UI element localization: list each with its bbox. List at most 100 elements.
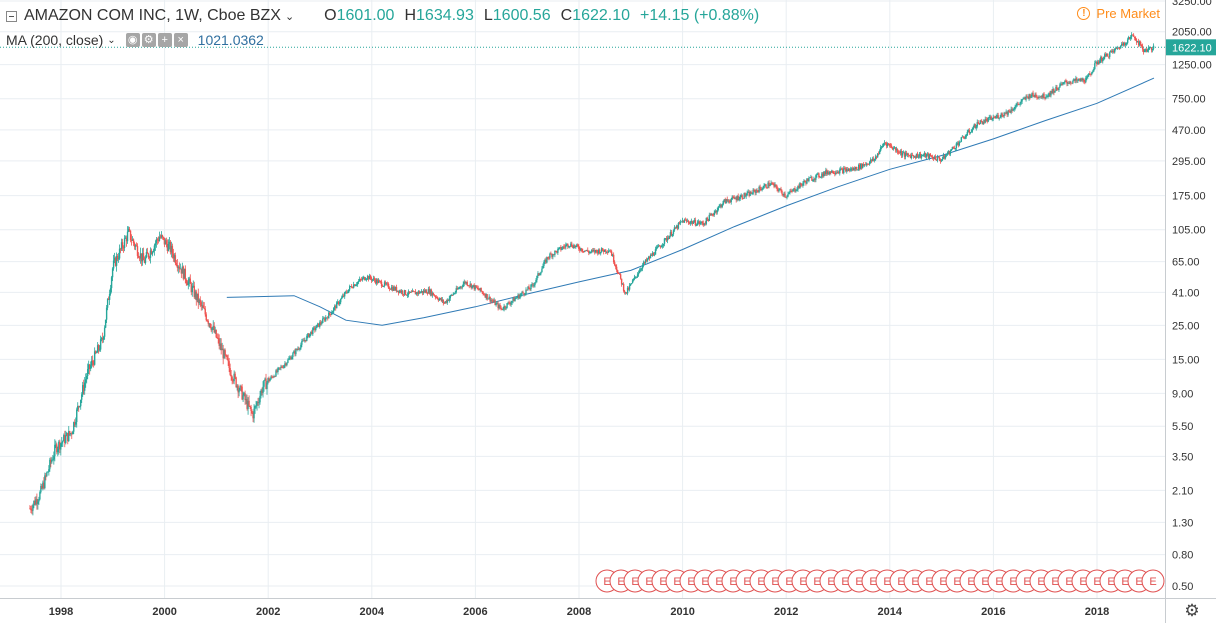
candle-body (946, 153, 949, 155)
candle-body (944, 155, 947, 159)
candle-body (502, 309, 504, 311)
candle-body (526, 289, 528, 291)
candle-body (42, 482, 44, 489)
candle-body (692, 222, 695, 224)
candle-body (888, 144, 891, 146)
premarket-status[interactable]: ! Pre Market (1077, 6, 1160, 21)
candle-body (370, 278, 373, 281)
collapse-icon[interactable] (6, 10, 17, 22)
candle-body (362, 276, 365, 278)
close-icon[interactable]: × (173, 33, 188, 47)
gear-icon[interactable]: ⚙ (1184, 601, 1200, 620)
candle-body (444, 301, 447, 303)
candle-body (495, 303, 497, 306)
symbol-title[interactable]: AMAZON COM INC, 1W, Cboe BZX (24, 7, 281, 24)
candle-body (908, 155, 911, 157)
candle-body (1073, 78, 1075, 81)
candle-body (712, 214, 714, 216)
candle-body (782, 193, 784, 196)
candle-body (838, 171, 840, 174)
candle-body (665, 238, 668, 241)
candle-body (435, 297, 438, 298)
candle-body (638, 270, 641, 274)
candle-body (633, 276, 636, 279)
candle-body (1111, 51, 1113, 52)
candle-body (335, 305, 337, 309)
candle-body (965, 135, 968, 137)
candle-body (933, 156, 936, 160)
candle-body (240, 385, 242, 387)
candle-body (872, 158, 875, 161)
candle-body (516, 297, 518, 299)
candle-body (264, 378, 266, 381)
candle-body (1142, 49, 1145, 53)
candle-body (874, 156, 877, 159)
candle-body (327, 317, 329, 319)
candle-body (774, 184, 776, 187)
candle-body (878, 150, 881, 155)
candle-body (573, 245, 575, 248)
candle-body (364, 279, 367, 281)
candle-body (75, 422, 77, 425)
candle-body (66, 432, 68, 436)
eye-icon[interactable]: ◉ (125, 33, 140, 47)
candle-body (402, 293, 405, 295)
candle-body (62, 441, 64, 443)
candle-body (978, 123, 980, 125)
candle-body (717, 206, 719, 210)
candle-body (744, 193, 746, 197)
candle-body (899, 151, 902, 154)
candle-body (835, 172, 837, 174)
candle-body (853, 167, 855, 171)
earnings-marker-label: E (897, 576, 904, 588)
candle-body (772, 183, 774, 185)
candle-body (397, 290, 400, 293)
candle-body (986, 119, 988, 122)
candle-body (1033, 95, 1035, 97)
candle-body (671, 234, 674, 236)
earnings-marker-label: E (799, 576, 806, 588)
earnings-marker-label: E (869, 576, 876, 588)
candle-body (279, 367, 281, 369)
candle-body (1047, 95, 1049, 97)
time-tick-label: 2000 (152, 606, 176, 618)
chevron-down-icon[interactable]: ⌄ (284, 10, 295, 23)
candle-body (1009, 112, 1011, 113)
candle-body (896, 149, 899, 153)
candle-body (399, 290, 402, 293)
candle-body (1145, 49, 1148, 52)
candle-body (921, 155, 924, 157)
plus-icon[interactable]: + (157, 33, 172, 47)
candle-body (78, 406, 80, 407)
candle-body (963, 137, 966, 139)
earnings-marker-label: E (953, 576, 960, 588)
indicator-chevron-icon[interactable]: ⌄ (107, 34, 116, 46)
low-value: 1600.56 (492, 7, 551, 24)
candle-body (683, 219, 686, 223)
indicator-name[interactable]: MA (200, close) (6, 32, 104, 48)
candle-body (609, 250, 612, 252)
candle-body (390, 287, 393, 290)
candle-body (234, 373, 236, 378)
candle-body (1130, 34, 1133, 37)
candle-body (655, 247, 658, 250)
candle-body (1067, 82, 1069, 84)
settings-icon[interactable]: ⚙ (141, 33, 156, 47)
candle-body (555, 250, 557, 252)
candle-body (606, 251, 609, 253)
candle-body (669, 232, 672, 236)
candle-body (629, 284, 632, 286)
candle-body (860, 163, 862, 169)
candle-body (605, 251, 608, 253)
candle-body (1062, 82, 1064, 85)
candle-body (1037, 97, 1039, 99)
candle-body (801, 184, 803, 186)
candle-body (922, 155, 925, 157)
candle-body (509, 303, 511, 305)
earnings-marker-label: E (1107, 576, 1114, 588)
candle-body (69, 431, 71, 435)
candle-body (930, 156, 933, 158)
earnings-marker-label: E (631, 576, 638, 588)
candle-body (253, 408, 255, 419)
